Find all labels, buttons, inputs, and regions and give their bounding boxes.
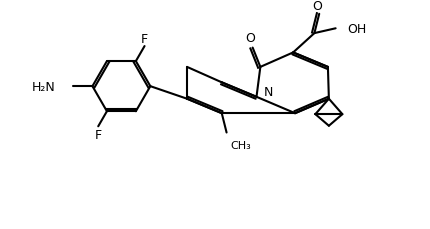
Text: N: N [264,86,273,99]
Text: F: F [141,33,148,46]
Text: CH₃: CH₃ [230,141,251,150]
Text: O: O [245,32,255,45]
Text: F: F [95,128,102,141]
Text: OH: OH [347,23,366,36]
Text: O: O [312,0,322,13]
Text: H₂N: H₂N [32,80,56,93]
